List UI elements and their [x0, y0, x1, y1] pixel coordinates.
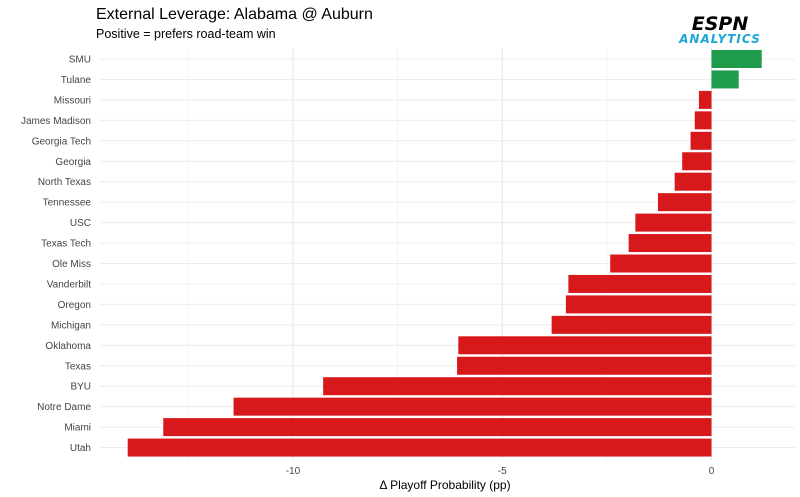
y-tick-label: James Madison	[21, 116, 91, 127]
y-tick-label: Notre Dame	[37, 402, 91, 413]
y-tick-label: North Texas	[38, 177, 91, 188]
y-tick-label: Oregon	[58, 300, 91, 311]
bar-james-madison	[694, 111, 712, 130]
bar-georgia-tech	[690, 131, 712, 150]
y-tick-label: Missouri	[54, 95, 91, 106]
bar-georgia	[682, 152, 712, 171]
y-tick-label: Tulane	[61, 75, 92, 86]
y-axis-labels: SMU Tulane Missouri James Madison Georgia Te…	[21, 55, 91, 455]
y-tick-label: Georgia	[55, 157, 91, 168]
bars	[127, 50, 762, 457]
x-tick-label: 0	[709, 466, 715, 477]
bar-texas	[457, 356, 712, 375]
y-tick-label: Ole Miss	[52, 259, 91, 270]
bar-byu	[323, 377, 712, 396]
bar-oklahoma	[458, 336, 712, 355]
bar-tennessee	[657, 193, 712, 212]
chart-title: External Leverage: Alabama @ Auburn	[96, 6, 373, 23]
y-tick-label: Texas	[65, 361, 91, 372]
bar-texas-tech	[628, 234, 712, 253]
y-tick-label: Utah	[70, 443, 91, 454]
y-tick-label: Miami	[64, 423, 91, 434]
bar-utah	[127, 438, 712, 457]
y-tick-label: Michigan	[51, 320, 91, 331]
x-axis-title: Δ Playoff Probability (pp)	[379, 478, 510, 492]
logo-espn-text: ESPN	[692, 13, 749, 35]
y-tick-label: Tennessee	[43, 198, 92, 209]
logo-analytics-text: ANALYTICS	[678, 32, 761, 46]
x-tick-label: -10	[286, 466, 301, 477]
bar-missouri	[698, 90, 712, 109]
chart-subtitle: Positive = prefers road-team win	[96, 27, 276, 41]
x-tick-label: -5	[498, 466, 507, 477]
bar-miami	[163, 418, 712, 437]
x-axis-ticks: -10 -5 0	[286, 466, 715, 477]
y-tick-label: Georgia Tech	[32, 136, 91, 147]
bar-vanderbilt	[568, 274, 712, 293]
bar-smu	[711, 50, 762, 68]
y-tick-label: BYU	[70, 382, 91, 393]
y-tick-label: SMU	[69, 55, 91, 66]
y-tick-label: Vanderbilt	[47, 279, 92, 290]
espn-analytics-logo: ESPN ANALYTICS	[678, 13, 761, 46]
y-tick-label: Texas Tech	[41, 239, 91, 250]
y-tick-label: USC	[70, 218, 91, 229]
bar-ole-miss	[610, 254, 712, 273]
bar-notre-dame	[233, 397, 712, 416]
bar-oregon	[565, 295, 712, 314]
bar-tulane	[711, 70, 739, 89]
bar-usc	[635, 213, 712, 232]
y-tick-label: Oklahoma	[45, 341, 91, 352]
bar-michigan	[551, 315, 712, 334]
bar-north-texas	[674, 172, 712, 191]
